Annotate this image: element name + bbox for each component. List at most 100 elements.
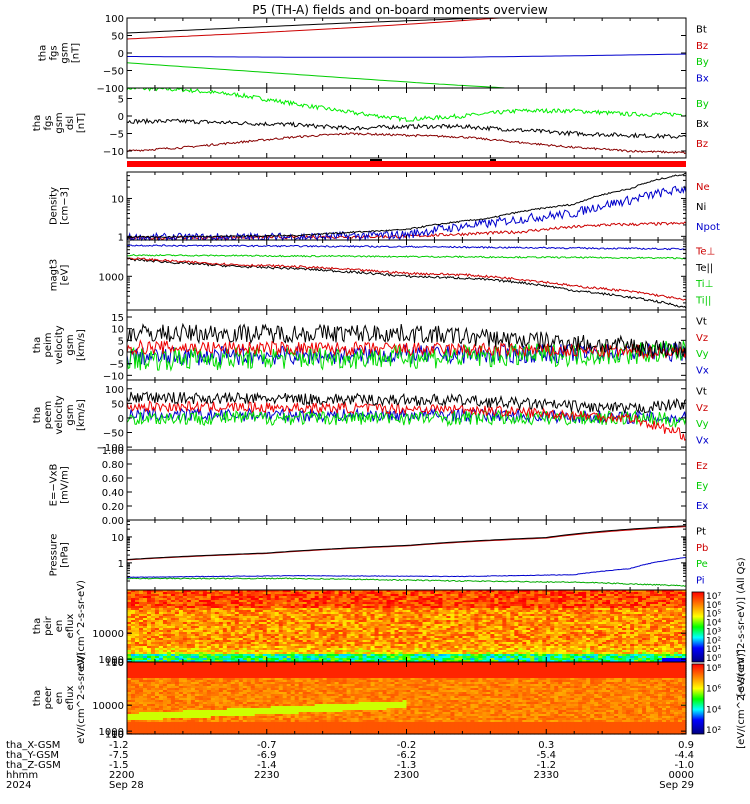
legend-entry: Te||: [695, 263, 713, 274]
panel-frame: [127, 88, 686, 158]
y-axis-label: dsl: [65, 116, 76, 130]
flag-mark: [370, 159, 382, 161]
y-tick-label: −5: [109, 130, 124, 141]
y-tick-label: 0.20: [102, 502, 124, 513]
y-axis-label: [km/s]: [76, 329, 87, 361]
y-axis-label: [cm−3]: [60, 187, 71, 225]
y-axis-label: tha: [38, 45, 49, 61]
panel-frame: [127, 172, 686, 240]
legend-entry: Bx: [696, 73, 709, 84]
legend-entry: Pi: [696, 575, 705, 586]
y-tick-label: 5: [118, 95, 124, 106]
y-axis-label: Density: [49, 187, 60, 225]
y-axis-label: [eV]: [60, 265, 71, 286]
flag-mark: [490, 159, 496, 161]
y-tick-label: 15: [111, 313, 124, 324]
panel-frame: [127, 18, 686, 88]
y-tick-label: 0: [118, 348, 124, 359]
y-axis-label: fgs: [49, 45, 60, 60]
legend-entry: Ti||: [695, 295, 711, 306]
panel-frame: [127, 240, 686, 310]
legend-entry: Bz: [696, 41, 708, 52]
y-axis-label: velocity: [54, 395, 65, 434]
y-axis-label: fgs: [43, 115, 54, 130]
y-tick-label: 0: [118, 414, 124, 425]
y-tick-label: 1.00: [102, 446, 124, 457]
series-line: [127, 401, 686, 440]
y-tick-label: 0.40: [102, 488, 124, 499]
y-tick-label: 100: [105, 14, 124, 25]
y-axis-label: magt3: [49, 259, 60, 292]
y-axis-label: E=−VxB: [49, 464, 60, 507]
series-line: [127, 119, 686, 138]
legend-entry: Vz: [696, 403, 708, 414]
panel-4: 1000 magt3[eV] Te⊥ Te|| Ti⊥ Ti||: [49, 240, 716, 310]
legend-entry: Ex: [696, 501, 708, 512]
series-line: [127, 133, 686, 154]
legend-entry: Ti⊥: [695, 279, 713, 290]
legend-entry: Te⊥: [695, 247, 715, 258]
legend-entry: Bz: [696, 139, 708, 150]
y-tick-label: 10: [111, 533, 124, 544]
y-tick-label: 0: [118, 49, 124, 60]
y-tick-label: 0.60: [102, 474, 124, 485]
y-axis-label: gsm: [65, 334, 76, 355]
y-axis-label: [nPa]: [60, 542, 71, 568]
legend-entry: Vy: [696, 349, 709, 360]
y-tick-label: 10: [111, 325, 124, 336]
series-line: [127, 63, 518, 88]
legend-entry: Vx: [696, 435, 709, 446]
y-tick-label: 0.00: [102, 516, 124, 527]
y-tick-label: 0.80: [102, 460, 124, 471]
y-axis-label: tha: [32, 337, 43, 353]
legend-entry: Bt: [696, 25, 707, 36]
legend-entry: Vx: [696, 365, 709, 376]
series-line: [127, 255, 686, 259]
y-axis-label: gsm: [65, 404, 76, 425]
y-tick-label: 100: [105, 385, 124, 396]
y-axis-label: [mV/m]: [60, 466, 71, 504]
legend-entry: Ne: [696, 182, 710, 193]
y-tick-label: −5: [109, 360, 124, 371]
y-tick-label: −10: [103, 147, 124, 158]
series-line: [127, 558, 686, 578]
y-tick-label: −50: [103, 67, 124, 78]
legend-entry: Vz: [696, 333, 708, 344]
legend-entry: Pt: [696, 527, 706, 538]
series-line: [127, 88, 686, 121]
legend-entry: Bx: [696, 119, 709, 130]
y-tick-label: −100: [97, 84, 124, 95]
y-tick-label: 1000: [99, 272, 124, 283]
legend-entry: By: [696, 99, 709, 110]
y-tick-label: 50: [111, 399, 124, 410]
y-tick-label: 1: [118, 232, 124, 243]
legend-entry: By: [696, 57, 709, 68]
y-tick-label: 10: [111, 194, 124, 205]
y-axis-label: gsm: [54, 112, 65, 133]
panel-7: 1.000.800.600.400.200.00E=−VxB[mV/m]EzEy…: [49, 446, 709, 527]
figure-title: P5 (TH-A) fields and on-board moments ov…: [252, 3, 548, 17]
legend-entry: Pb: [696, 543, 708, 554]
legend-entry: Vt: [696, 387, 707, 398]
y-tick-label: −10: [103, 371, 124, 382]
series-line: [127, 258, 686, 308]
series-line: [127, 245, 686, 250]
y-axis-label: peim: [43, 332, 54, 357]
y-axis-label: peem: [43, 401, 54, 429]
panel-frame: [127, 450, 686, 520]
legend-entry: Ey: [696, 481, 708, 492]
y-axis-label: [nT]: [76, 113, 87, 133]
y-axis-label: [nT]: [71, 43, 82, 63]
y-axis-label: tha: [32, 115, 43, 131]
y-axis-label: velocity: [54, 325, 65, 364]
y-tick-label: 5: [118, 336, 124, 347]
legend-entry: Ni: [696, 202, 706, 213]
series-line: [127, 54, 686, 57]
y-tick-label: 50: [111, 32, 124, 43]
